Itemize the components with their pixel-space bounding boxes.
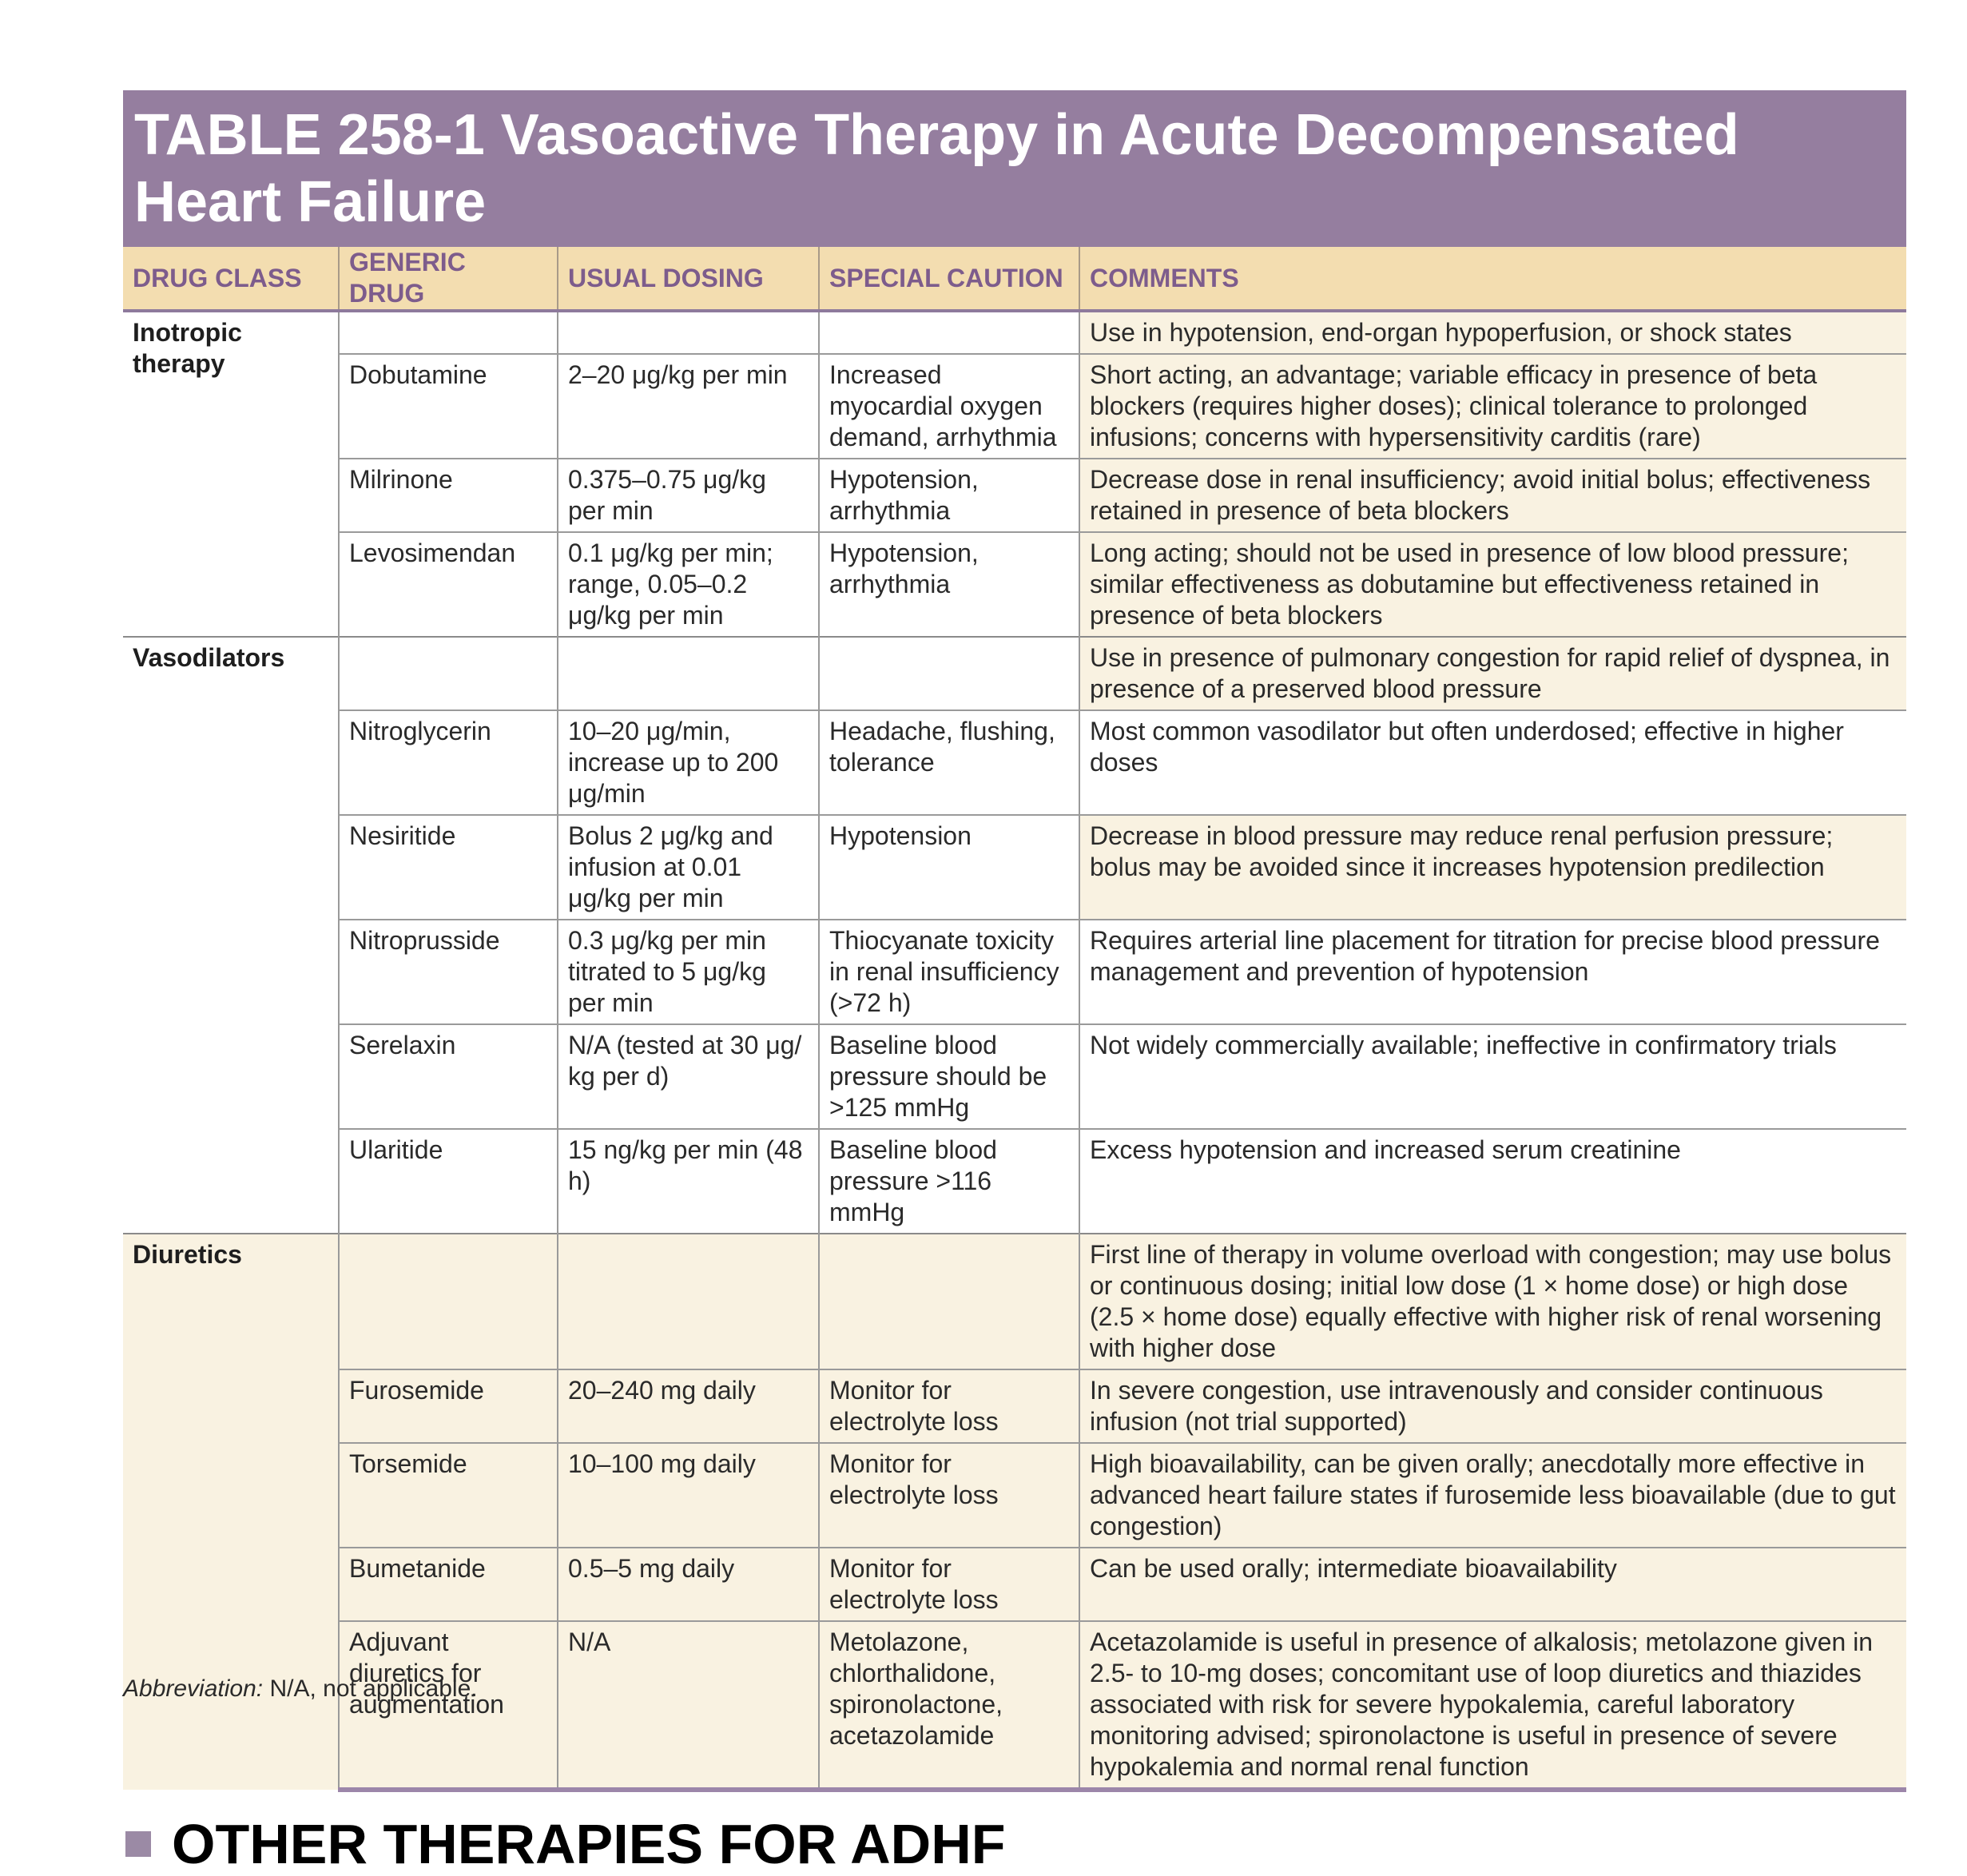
usual-dosing-cell: 15 ng/kg per min (48 h) <box>557 1128 819 1234</box>
table-row: Bumetanide 0.5–5 mg daily Monitor for el… <box>123 1547 1906 1621</box>
table-row: Vasodilators Use in presence of pulmonar… <box>123 636 1906 1234</box>
comments-cell: Decrease in blood pressure may reduce re… <box>1079 814 1906 920</box>
table-row: Serelaxin N/A (tested at 30 μg/ kg per d… <box>123 1023 1906 1129</box>
usual-dosing-cell: 0.3 μg/kg per min titrated to 5 μg/kg pe… <box>557 919 819 1024</box>
generic-drug-cell: Dobutamine <box>338 353 558 459</box>
generic-drug-cell: Furosemide <box>338 1369 558 1443</box>
usual-dosing-cell: 10–100 mg daily <box>557 1442 819 1548</box>
generic-drug-cell <box>338 1233 558 1369</box>
table-header-row: DRUG CLASS GENERIC DRUG USUAL DOSING SPE… <box>123 247 1906 312</box>
table-row: Dobutamine 2–20 μg/kg per min Increased … <box>123 353 1906 459</box>
vasoactive-therapy-table: DRUG CLASS GENERIC DRUG USUAL DOSING SPE… <box>123 247 1906 1792</box>
header-generic-drug: GENERIC DRUG <box>338 247 558 312</box>
usual-dosing-cell: 20–240 mg daily <box>557 1369 819 1443</box>
square-bullet-icon <box>125 1831 151 1857</box>
section-heading: OTHER THERAPIES FOR ADHF <box>125 1812 1006 1876</box>
generic-drug-cell: Milrinone <box>338 458 558 532</box>
table-row: Torsemide 10–100 mg daily Monitor for el… <box>123 1442 1906 1548</box>
special-caution-cell: Baseline blood pressure should be >125 m… <box>818 1023 1079 1129</box>
usual-dosing-cell: 10–20 μg/min, increase up to 200 μg/min <box>557 709 819 815</box>
generic-drug-cell: Nitroprusside <box>338 919 558 1024</box>
comments-cell: Decrease dose in renal insufficiency; av… <box>1079 458 1906 532</box>
table-row: Diuretics First line of therapy in volum… <box>123 1233 1906 1790</box>
comments-cell: Use in hypotension, end-organ hypoperfus… <box>1079 310 1906 354</box>
table-row: Inotropic therapy Use in hypotension, en… <box>123 310 1906 637</box>
footnote-label: Abbreviation: <box>123 1675 264 1702</box>
table-row: Ularitide 15 ng/kg per min (48 h) Baseli… <box>123 1128 1906 1234</box>
table-row: Milrinone 0.375–0.75 μg/kg per min Hypot… <box>123 458 1906 532</box>
table-row: Nitroglycerin 10–20 μg/min, increase up … <box>123 709 1906 815</box>
special-caution-cell <box>818 1233 1079 1369</box>
usual-dosing-cell: 0.5–5 mg daily <box>557 1547 819 1621</box>
usual-dosing-cell <box>557 636 819 710</box>
header-usual-dosing: USUAL DOSING <box>557 247 819 312</box>
special-caution-cell: Hypotension, arrhythmia <box>818 531 1079 637</box>
special-caution-cell <box>818 310 1079 354</box>
comments-cell: Requires arterial line placement for tit… <box>1079 919 1906 1024</box>
comments-cell: Can be used orally; intermediate bioavai… <box>1079 1547 1906 1621</box>
generic-drug-cell: Ularitide <box>338 1128 558 1234</box>
header-special-caution: SPECIAL CAUTION <box>818 247 1079 312</box>
special-caution-cell: Hypotension, arrhythmia <box>818 458 1079 532</box>
generic-drug-cell <box>338 310 558 354</box>
usual-dosing-cell: N/A (tested at 30 μg/ kg per d) <box>557 1023 819 1129</box>
table-row: Nesiritide Bolus 2 μg/kg and infusion at… <box>123 814 1906 920</box>
comments-cell: Excess hypotension and increased serum c… <box>1079 1128 1906 1234</box>
special-caution-cell: Monitor for electrolyte loss <box>818 1547 1079 1621</box>
special-caution-cell: Increased myocardial oxygen demand, arrh… <box>818 353 1079 459</box>
comments-cell: Use in presence of pulmonary congestion … <box>1079 636 1906 710</box>
table-row: Furosemide 20–240 mg daily Monitor for e… <box>123 1369 1906 1443</box>
comments-cell: First line of therapy in volume overload… <box>1079 1233 1906 1369</box>
table-row: Nitroprusside 0.3 μg/kg per min titrated… <box>123 919 1906 1024</box>
table-row: Levosimendan 0.1 μg/kg per min; range, 0… <box>123 531 1906 637</box>
drug-table-container: TABLE 258-1 Vasoactive Therapy in Acute … <box>123 90 1906 1792</box>
comments-cell: Not widely commercially available; ineff… <box>1079 1023 1906 1129</box>
table-row: Adjuvant diuretics for augmentation N/A … <box>123 1620 1906 1792</box>
special-caution-cell: Thiocyanate toxicity in renal insufficie… <box>818 919 1079 1024</box>
special-caution-cell: Headache, flushing, tolerance <box>818 709 1079 815</box>
special-caution-cell: Hypotension <box>818 814 1079 920</box>
header-comments: COMMENTS <box>1079 247 1906 312</box>
table-footnote: Abbreviation: N/A, not applicable. <box>123 1675 478 1703</box>
generic-drug-cell: Levosimendan <box>338 531 558 637</box>
special-caution-cell <box>818 636 1079 710</box>
generic-drug-cell: Adjuvant diuretics for augmentation <box>338 1620 558 1792</box>
comments-cell: In severe congestion, use intravenously … <box>1079 1369 1906 1443</box>
generic-drug-cell: Bumetanide <box>338 1547 558 1621</box>
generic-drug-cell: Serelaxin <box>338 1023 558 1129</box>
special-caution-cell: Baseline blood pressure >116 mmHg <box>818 1128 1079 1234</box>
usual-dosing-cell: 0.375–0.75 μg/kg per min <box>557 458 819 532</box>
drug-class-cell: Inotropic therapy <box>123 310 339 637</box>
comments-cell: Short acting, an advantage; variable eff… <box>1079 353 1906 459</box>
drug-class-cell: Diuretics <box>123 1233 339 1790</box>
comments-cell: Acetazolamide is useful in presence of a… <box>1079 1620 1906 1792</box>
special-caution-cell: Metolazone, chlorthalidone, spironolacto… <box>818 1620 1079 1792</box>
usual-dosing-cell: 0.1 μg/kg per min; range, 0.05–0.2 μg/kg… <box>557 531 819 637</box>
comments-cell: Long acting; should not be used in prese… <box>1079 531 1906 637</box>
footnote-text: N/A, not applicable. <box>269 1675 478 1702</box>
special-caution-cell: Monitor for electrolyte loss <box>818 1369 1079 1443</box>
usual-dosing-cell <box>557 1233 819 1369</box>
generic-drug-cell: Nitroglycerin <box>338 709 558 815</box>
usual-dosing-cell <box>557 310 819 354</box>
comments-cell: Most common vasodilator but often underd… <box>1079 709 1906 815</box>
generic-drug-cell: Nesiritide <box>338 814 558 920</box>
section-heading-text: OTHER THERAPIES FOR ADHF <box>172 1813 1006 1875</box>
generic-drug-cell <box>338 636 558 710</box>
table-title: TABLE 258-1 Vasoactive Therapy in Acute … <box>123 90 1906 247</box>
comments-cell: High bioavailability, can be given orall… <box>1079 1442 1906 1548</box>
usual-dosing-cell: N/A <box>557 1620 819 1792</box>
usual-dosing-cell: 2–20 μg/kg per min <box>557 353 819 459</box>
usual-dosing-cell: Bolus 2 μg/kg and infusion at 0.01 μg/kg… <box>557 814 819 920</box>
header-drug-class: DRUG CLASS <box>123 247 339 312</box>
generic-drug-cell: Torsemide <box>338 1442 558 1548</box>
drug-class-cell: Vasodilators <box>123 636 339 1234</box>
special-caution-cell: Monitor for electrolyte loss <box>818 1442 1079 1548</box>
